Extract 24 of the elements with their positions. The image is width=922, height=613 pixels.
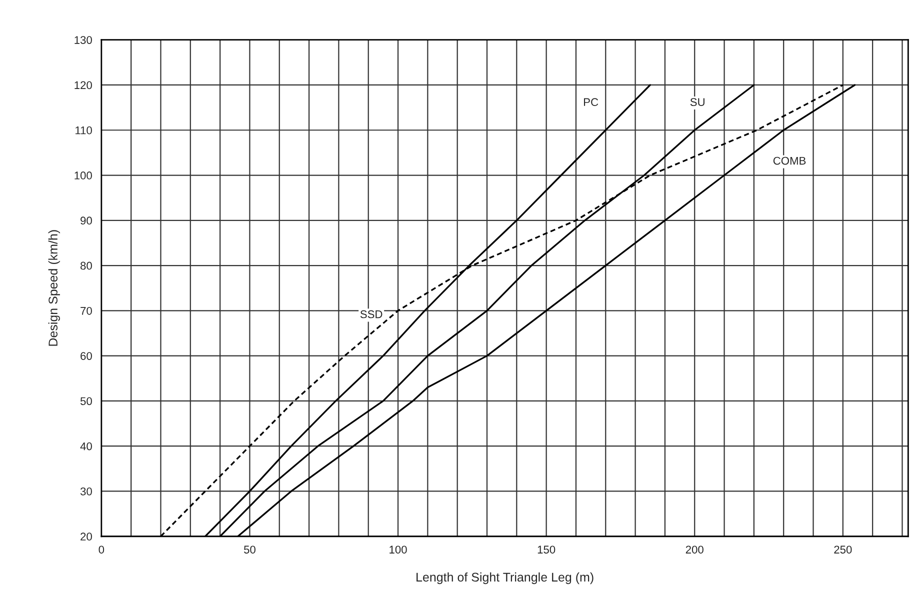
x-tick-label: 50: [244, 546, 256, 554]
annotation: COMB: [773, 156, 806, 165]
x-tick-label: 250: [834, 546, 852, 554]
x-tick-label: 100: [390, 546, 407, 554]
y-tick-label: 120: [74, 81, 92, 90]
y-tick-label: 20: [80, 532, 92, 541]
y-tick-label: 110: [76, 126, 92, 134]
y-tick-label: 130: [74, 36, 92, 44]
x-tick-label: 200: [686, 546, 704, 554]
annotation: SU: [690, 98, 704, 106]
y-tick-label: 30: [80, 488, 92, 496]
y-tick-label: 100: [74, 172, 92, 180]
y-tick-label: 40: [80, 442, 92, 450]
y-tick-label: 50: [80, 397, 92, 406]
y-tick-label: 80: [80, 262, 92, 270]
annotation: SSD: [360, 310, 382, 318]
x-tick-label: 150: [538, 546, 556, 554]
y-tick-label: 90: [80, 216, 92, 225]
y-tick-label: 60: [80, 352, 92, 360]
y-axis-title: Design Speed (km/h): [48, 230, 60, 346]
y-tick-label: 70: [80, 306, 92, 315]
x-tick-label: 0: [98, 546, 104, 554]
annotation: PC: [584, 98, 598, 106]
x-axis-title: Length of Sight Triangle Leg (m): [416, 572, 594, 584]
